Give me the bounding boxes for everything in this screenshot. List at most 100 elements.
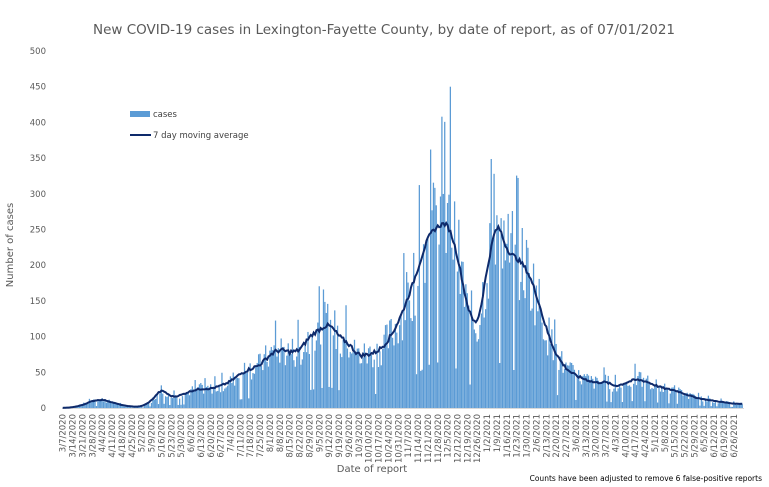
case-bar [431,210,433,408]
case-bar [661,385,663,408]
case-bar [655,379,657,408]
case-bar [664,383,666,408]
case-bar [579,381,581,408]
case-bar [115,402,117,408]
case-bar [680,390,683,408]
case-bar [245,372,247,408]
case-bar [310,389,312,408]
case-bar [625,381,628,408]
case-bar [654,384,656,408]
case-bar [685,393,687,408]
x-tick-label: 9/19/2020 [335,414,345,458]
case-bar [241,399,243,408]
case-bar [372,367,374,408]
case-bar [348,357,350,408]
case-bar [458,219,460,408]
case-bar [490,158,492,408]
x-tick-label: 6/20/2020 [207,414,217,458]
case-bar [576,374,578,408]
case-bar [280,338,282,408]
case-bar [740,402,742,408]
case-bar [398,325,401,408]
case-bar [618,384,621,408]
case-bar [710,406,712,408]
case-bar [289,353,291,408]
case-bar [339,353,342,408]
case-bar [338,390,340,408]
case-bar [170,397,172,408]
case-bar [719,402,721,408]
case-bar [669,393,671,408]
case-bar [248,398,250,408]
case-bar [214,376,216,408]
case-bar [706,401,708,408]
x-tick-label: 1/30/2021 [523,414,533,458]
case-bar [222,391,224,408]
case-bar [721,401,724,408]
x-tick-label: 5/22/2021 [680,414,690,458]
case-bar [157,404,160,408]
case-bar [699,405,701,408]
x-tick-label: 9/12/2020 [325,414,335,458]
case-bar [376,343,378,408]
case-bar [85,402,88,408]
x-tick-label: 4/3/2021 [611,414,621,452]
case-bar [314,350,316,408]
case-bar [181,396,184,408]
x-tick-label: 1/16/2021 [503,414,513,458]
case-bar [587,375,590,408]
case-bar [455,368,457,408]
case-bar [445,252,447,408]
case-bar [116,404,119,408]
case-bar [480,313,483,408]
case-bar [516,175,518,408]
case-bar [140,406,143,408]
x-tick-label: 3/27/2021 [602,414,612,458]
x-tick-label: 6/19/2021 [720,414,730,458]
case-bar [709,398,711,408]
case-bar [360,363,363,408]
case-bar [174,395,177,408]
case-bar [403,253,405,408]
legend-label-cases: cases [153,110,178,120]
case-bar [448,194,450,408]
case-bar [335,348,337,408]
case-bar [291,338,294,408]
case-bar [176,397,178,408]
case-bar [273,345,275,408]
x-tick-label: 3/20/2021 [592,414,602,458]
x-tick-label: 12/19/2020 [463,414,473,463]
case-bar [272,350,274,408]
case-bar [549,344,552,408]
case-bar [145,403,147,408]
case-bar [672,387,674,408]
case-bar [656,402,659,408]
moving-average-line [62,221,743,409]
case-bar [320,344,322,408]
x-tick-label: 1/2/2021 [483,414,493,452]
case-bar [559,356,561,408]
case-bar [312,389,315,408]
case-bar [90,402,92,408]
case-bar [703,405,705,408]
case-bar [617,388,619,408]
case-bar [497,225,499,408]
case-bar [415,374,418,408]
case-bar [93,399,95,408]
case-bar [235,377,237,408]
case-bar [163,403,165,408]
case-bar [389,320,391,408]
case-bar [146,404,148,408]
case-bar [607,375,609,408]
case-bar [186,392,188,408]
case-bar [383,334,385,408]
case-bar [202,393,205,408]
case-bar [180,404,182,408]
case-bar [173,390,175,408]
case-bar [238,378,240,408]
case-bar [152,397,154,408]
case-bar [527,247,529,408]
case-bar [695,395,697,408]
case-bar [125,405,127,408]
case-bar [452,259,454,408]
